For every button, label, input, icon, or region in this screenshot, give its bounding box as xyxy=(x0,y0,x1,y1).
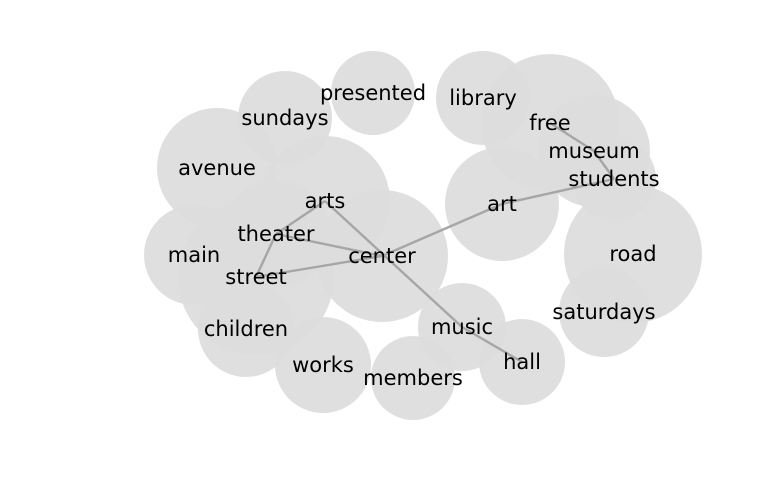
edge-arts-music xyxy=(324,200,463,328)
word-label-street: street xyxy=(225,265,286,289)
word-label-free: free xyxy=(529,111,570,135)
word-label-road: road xyxy=(609,242,656,266)
word-label-theater: theater xyxy=(237,222,314,246)
edge-street-theater xyxy=(254,233,278,278)
edge-free-museum xyxy=(549,121,595,153)
bubble-works xyxy=(275,317,371,413)
word-label-saturdays: saturdays xyxy=(552,300,655,324)
word-label-main: main xyxy=(168,243,220,267)
word-label-children: children xyxy=(204,317,288,341)
word-label-members: members xyxy=(363,366,463,390)
edge-theater-arts xyxy=(275,200,326,235)
word-label-students: students xyxy=(568,167,659,191)
bubble-saturdays xyxy=(559,267,649,357)
word-label-sundays: sundays xyxy=(241,106,328,130)
word-label-arts: arts xyxy=(305,189,346,213)
edge-music-hall xyxy=(461,325,523,364)
bubble-children xyxy=(198,281,294,377)
edge-center-art xyxy=(381,202,503,258)
bubble-members xyxy=(371,336,455,420)
word-label-museum: museum xyxy=(548,139,639,163)
word-label-avenue: avenue xyxy=(178,156,256,180)
word-label-hall: hall xyxy=(503,350,541,374)
edges-layer xyxy=(254,121,615,364)
word-label-works: works xyxy=(292,353,354,377)
edge-center-street xyxy=(255,254,383,279)
word-label-presented: presented xyxy=(320,81,426,105)
edge-art-students xyxy=(501,177,615,206)
word-label-library: library xyxy=(449,86,517,110)
word-label-center: center xyxy=(348,244,416,268)
labels-layer: presented library free sundays museum avenue s… xyxy=(168,81,660,390)
word-label-art: art xyxy=(487,192,517,216)
edge-center-theater xyxy=(275,232,383,258)
bubbles-layer xyxy=(144,51,702,420)
edge-museum-students xyxy=(593,150,615,180)
word-label-music: music xyxy=(431,315,493,339)
bubble-presented xyxy=(331,51,415,135)
